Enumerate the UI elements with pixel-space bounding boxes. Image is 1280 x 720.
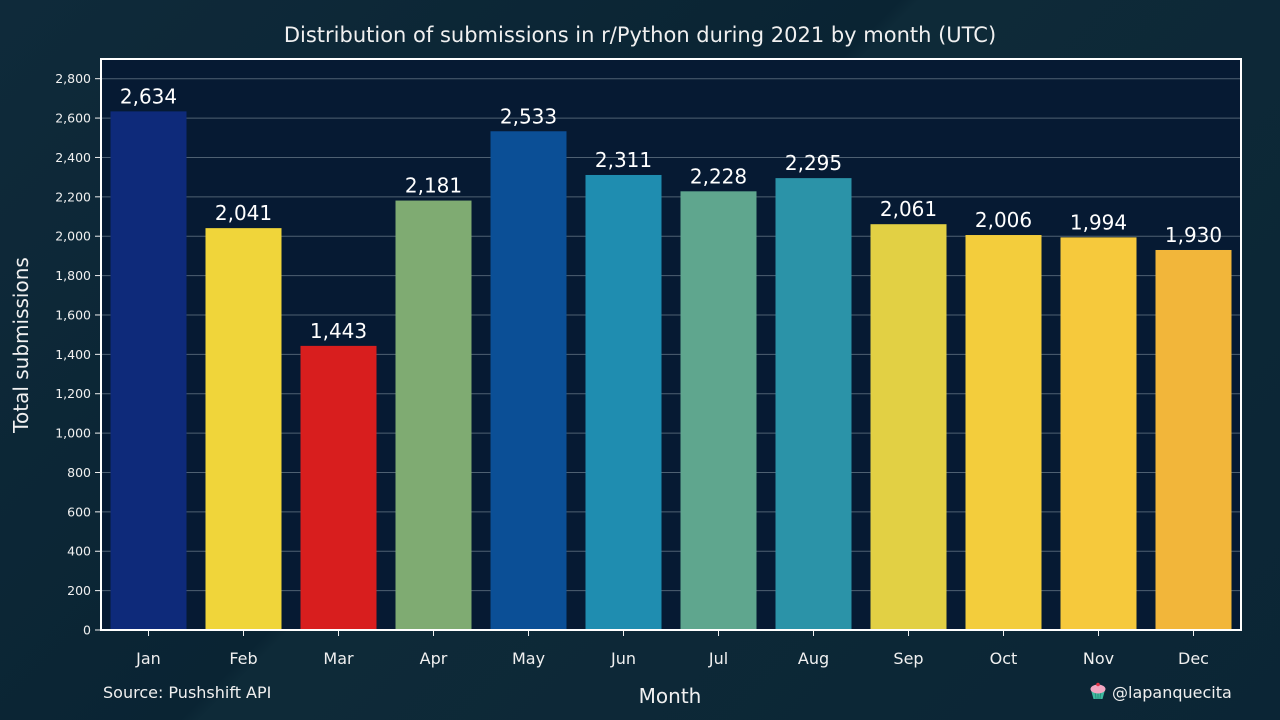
x-axis-label: Month — [639, 684, 702, 708]
y-tick-label: 1,200 — [55, 386, 91, 401]
bar-sep — [870, 224, 947, 630]
y-tick-label: 1,400 — [55, 347, 91, 362]
y-tick-label: 0 — [83, 623, 91, 638]
y-tick-label: 1,600 — [55, 307, 91, 322]
y-tick-label: 2,000 — [55, 229, 91, 244]
bar-dec — [1155, 249, 1232, 630]
x-tick-label: Apr — [420, 649, 448, 668]
x-tick-label: Feb — [229, 649, 257, 668]
value-label: 2,041 — [215, 201, 272, 225]
value-label: 2,311 — [595, 148, 652, 172]
x-tick-label: Nov — [1083, 649, 1114, 668]
y-tick-label: 200 — [67, 583, 91, 598]
y-tick-label: 2,800 — [55, 71, 91, 86]
value-label: 2,228 — [690, 164, 747, 188]
x-tick-label: Jun — [610, 649, 636, 668]
credit-handle: @lapanquecita — [1112, 683, 1232, 702]
value-label: 2,295 — [785, 151, 842, 175]
x-tick-label: Dec — [1178, 649, 1209, 668]
bar-jan — [110, 111, 187, 630]
x-tick-label: May — [512, 649, 545, 668]
plot-area — [101, 59, 1241, 630]
x-tick-label: Aug — [798, 649, 829, 668]
value-label: 1,930 — [1165, 223, 1222, 247]
x-tick-label: Mar — [323, 649, 354, 668]
y-tick-label: 2,600 — [55, 111, 91, 126]
cupcake-icon — [1090, 682, 1106, 700]
bar-may — [490, 131, 567, 630]
y-axis-label: Total submissions — [9, 257, 33, 434]
y-tick-label: 2,400 — [55, 150, 91, 165]
value-label: 2,634 — [120, 84, 177, 108]
bar-feb — [205, 228, 282, 630]
y-tick-label: 1,000 — [55, 426, 91, 441]
value-label: 2,061 — [880, 197, 937, 221]
y-tick-label: 800 — [67, 465, 91, 480]
bar-jun — [585, 174, 662, 630]
x-tick-label: Sep — [893, 649, 923, 668]
bar-jul — [680, 191, 757, 630]
plot-frame — [100, 58, 1242, 631]
x-tick-label: Oct — [990, 649, 1018, 668]
value-label: 2,533 — [500, 104, 557, 128]
x-tick-label: Jan — [135, 649, 161, 668]
y-tick-label: 1,800 — [55, 268, 91, 283]
bar-oct — [965, 235, 1042, 630]
value-label: 2,006 — [975, 208, 1032, 232]
bar-mar — [300, 345, 377, 630]
y-tick-label: 2,200 — [55, 189, 91, 204]
bar-nov — [1060, 237, 1137, 630]
x-tick-label: Jul — [708, 649, 728, 668]
chart-title: Distribution of submissions in r/Python … — [284, 23, 996, 47]
value-label: 1,994 — [1070, 210, 1127, 234]
y-tick-label: 600 — [67, 504, 91, 519]
value-label: 1,443 — [310, 319, 367, 343]
y-tick-label: 400 — [67, 544, 91, 559]
bar-apr — [395, 200, 472, 631]
value-label: 2,181 — [405, 174, 462, 198]
source-note: Source: Pushshift API — [103, 683, 271, 702]
bar-aug — [775, 178, 852, 630]
